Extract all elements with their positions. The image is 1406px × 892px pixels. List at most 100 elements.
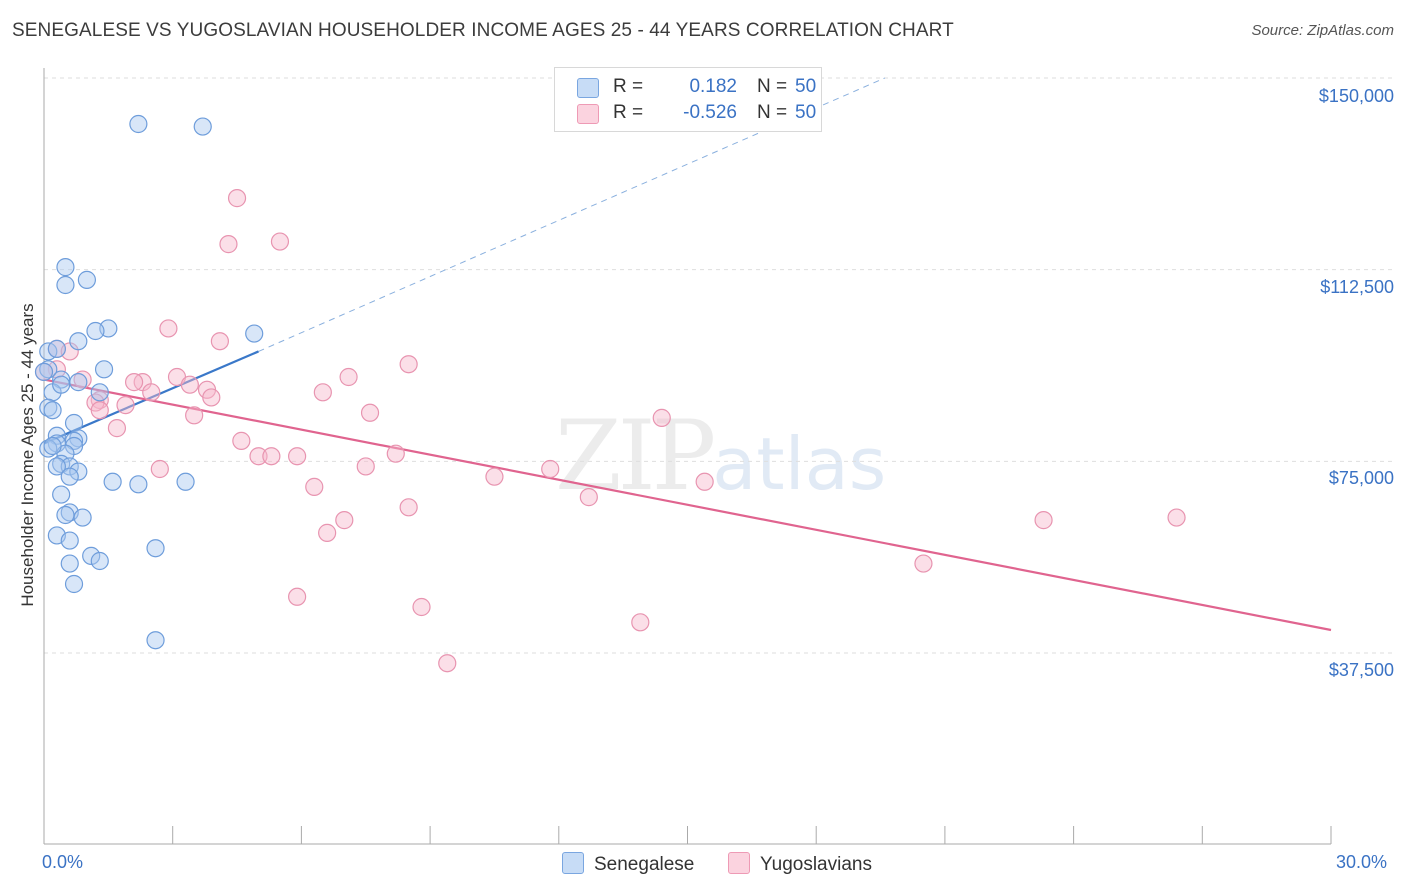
point-senegalese-1: [193, 117, 212, 136]
point-yugoslavians-4: [210, 332, 229, 351]
trend-line-yugoslavians: [43, 378, 1332, 632]
point-senegalese-7: [245, 324, 264, 343]
point-yugoslavians-37: [305, 477, 324, 496]
point-yugoslavians-48: [438, 654, 457, 673]
bottom-legend-label-yugoslavians: Yugoslavians: [760, 854, 872, 875]
point-yugoslavians-44: [914, 554, 933, 573]
y-tick-label-37500: $37,500: [1328, 660, 1394, 680]
y-axis-title: Householder Income Ages 25 - 44 years: [18, 303, 37, 607]
point-senegalese-4: [56, 275, 75, 295]
point-yugoslavians-32: [356, 457, 375, 476]
y-tick-label-112500: $112,500: [1320, 277, 1394, 297]
bottom-legend-swatch-senegalese: [562, 852, 584, 874]
point-senegalese-3: [77, 270, 97, 289]
legend-n-label: N =: [757, 76, 788, 97]
legend-r-value: 0.182: [689, 76, 737, 97]
point-senegalese-28: [47, 457, 66, 476]
point-yugoslavians-33: [150, 459, 169, 479]
point-yugoslavians-0: [227, 189, 247, 208]
point-senegalese-27: [60, 457, 79, 476]
point-senegalese-44: [64, 574, 84, 594]
point-yugoslavians-34: [541, 459, 560, 479]
source-note: Source: ZipAtlas.com: [1251, 22, 1394, 39]
legend-r-label: R =: [613, 102, 644, 123]
point-senegalese-49: [52, 375, 71, 394]
point-senegalese-32: [129, 475, 148, 494]
watermark-atlas: atlas: [712, 422, 887, 506]
point-yugoslavians-17: [313, 383, 332, 402]
legend-swatch-yugoslavians: [577, 104, 599, 124]
point-yugoslavians-40: [335, 511, 354, 530]
point-senegalese-0: [129, 114, 148, 134]
grid-lines: [44, 77, 1393, 654]
trend-line-senegalese: [43, 350, 259, 445]
point-senegalese-10: [94, 360, 114, 379]
legend-r-label: R =: [613, 76, 644, 97]
bottom-legend-yugoslavians: Yugoslavians: [728, 852, 872, 876]
data-points: [34, 114, 1186, 673]
point-senegalese-18: [64, 413, 84, 433]
bottom-legend-senegalese: Senegalese: [562, 852, 694, 876]
point-senegalese-29: [69, 462, 88, 481]
point-senegalese-30: [60, 467, 79, 486]
point-yugoslavians-23: [360, 403, 380, 422]
point-yugoslavians-42: [1167, 508, 1186, 527]
point-yugoslavians-46: [412, 597, 431, 617]
point-senegalese-45: [146, 631, 165, 650]
legend-r-value: -0.526: [683, 102, 737, 123]
point-yugoslavians-25: [652, 408, 671, 427]
trend-line-senegalese-extension: [258, 77, 886, 352]
stats-legend: R = 0.182 N = 50 R = -0.526 N = 50: [554, 67, 822, 132]
point-yugoslavians-1: [270, 232, 290, 251]
point-yugoslavians-39: [399, 498, 418, 517]
point-senegalese-39: [60, 531, 79, 550]
point-yugoslavians-22: [90, 401, 109, 420]
x-tick-label-min: 0.0%: [42, 852, 84, 872]
chart-title: SENEGALESE VS YUGOSLAVIAN HOUSEHOLDER IN…: [12, 20, 954, 41]
legend-swatch-senegalese: [577, 78, 599, 98]
point-yugoslavians-38: [579, 488, 598, 507]
point-yugoslavians-13: [124, 373, 144, 392]
point-yugoslavians-14: [180, 375, 199, 394]
point-yugoslavians-3: [159, 319, 178, 338]
point-yugoslavians-43: [318, 523, 337, 542]
legend-n-label: N =: [757, 102, 788, 123]
point-yugoslavians-45: [288, 587, 307, 606]
point-yugoslavians-26: [107, 419, 127, 438]
x-tick-label-max: 30.0%: [1336, 852, 1388, 872]
point-yugoslavians-28: [386, 444, 405, 463]
point-senegalese-47: [34, 362, 54, 381]
point-yugoslavians-21: [116, 396, 135, 415]
point-yugoslavians-41: [1034, 511, 1053, 530]
point-senegalese-42: [90, 551, 109, 571]
legend-n-value: 50: [795, 76, 817, 97]
point-yugoslavians-7: [399, 355, 418, 374]
point-senegalese-37: [73, 508, 92, 527]
y-tick-label-75000: $75,000: [1328, 468, 1394, 488]
bottom-legend-label-senegalese: Senegalese: [594, 854, 695, 875]
point-yugoslavians-29: [249, 447, 268, 466]
point-senegalese-40: [146, 539, 165, 558]
watermark: ZIPatlas: [555, 400, 886, 512]
point-senegalese-2: [56, 258, 75, 277]
point-yugoslavians-27: [232, 431, 251, 450]
point-senegalese-33: [176, 472, 195, 491]
y-tick-label-150000: $150,000: [1318, 86, 1394, 106]
point-senegalese-17: [43, 401, 62, 420]
point-senegalese-31: [103, 472, 122, 491]
point-senegalese-48: [43, 436, 62, 456]
axes: [43, 68, 1332, 845]
point-yugoslavians-16: [142, 383, 161, 402]
point-yugoslavians-31: [288, 447, 307, 466]
point-yugoslavians-47: [631, 613, 650, 632]
legend-n-value: 50: [795, 102, 817, 123]
point-yugoslavians-18: [202, 388, 221, 407]
point-senegalese-14: [90, 383, 109, 402]
point-yugoslavians-30: [262, 447, 281, 466]
point-senegalese-41: [82, 546, 101, 565]
point-yugoslavians-24: [185, 406, 204, 425]
point-senegalese-19: [47, 426, 66, 445]
point-senegalese-13: [69, 373, 88, 392]
point-yugoslavians-35: [485, 467, 504, 486]
